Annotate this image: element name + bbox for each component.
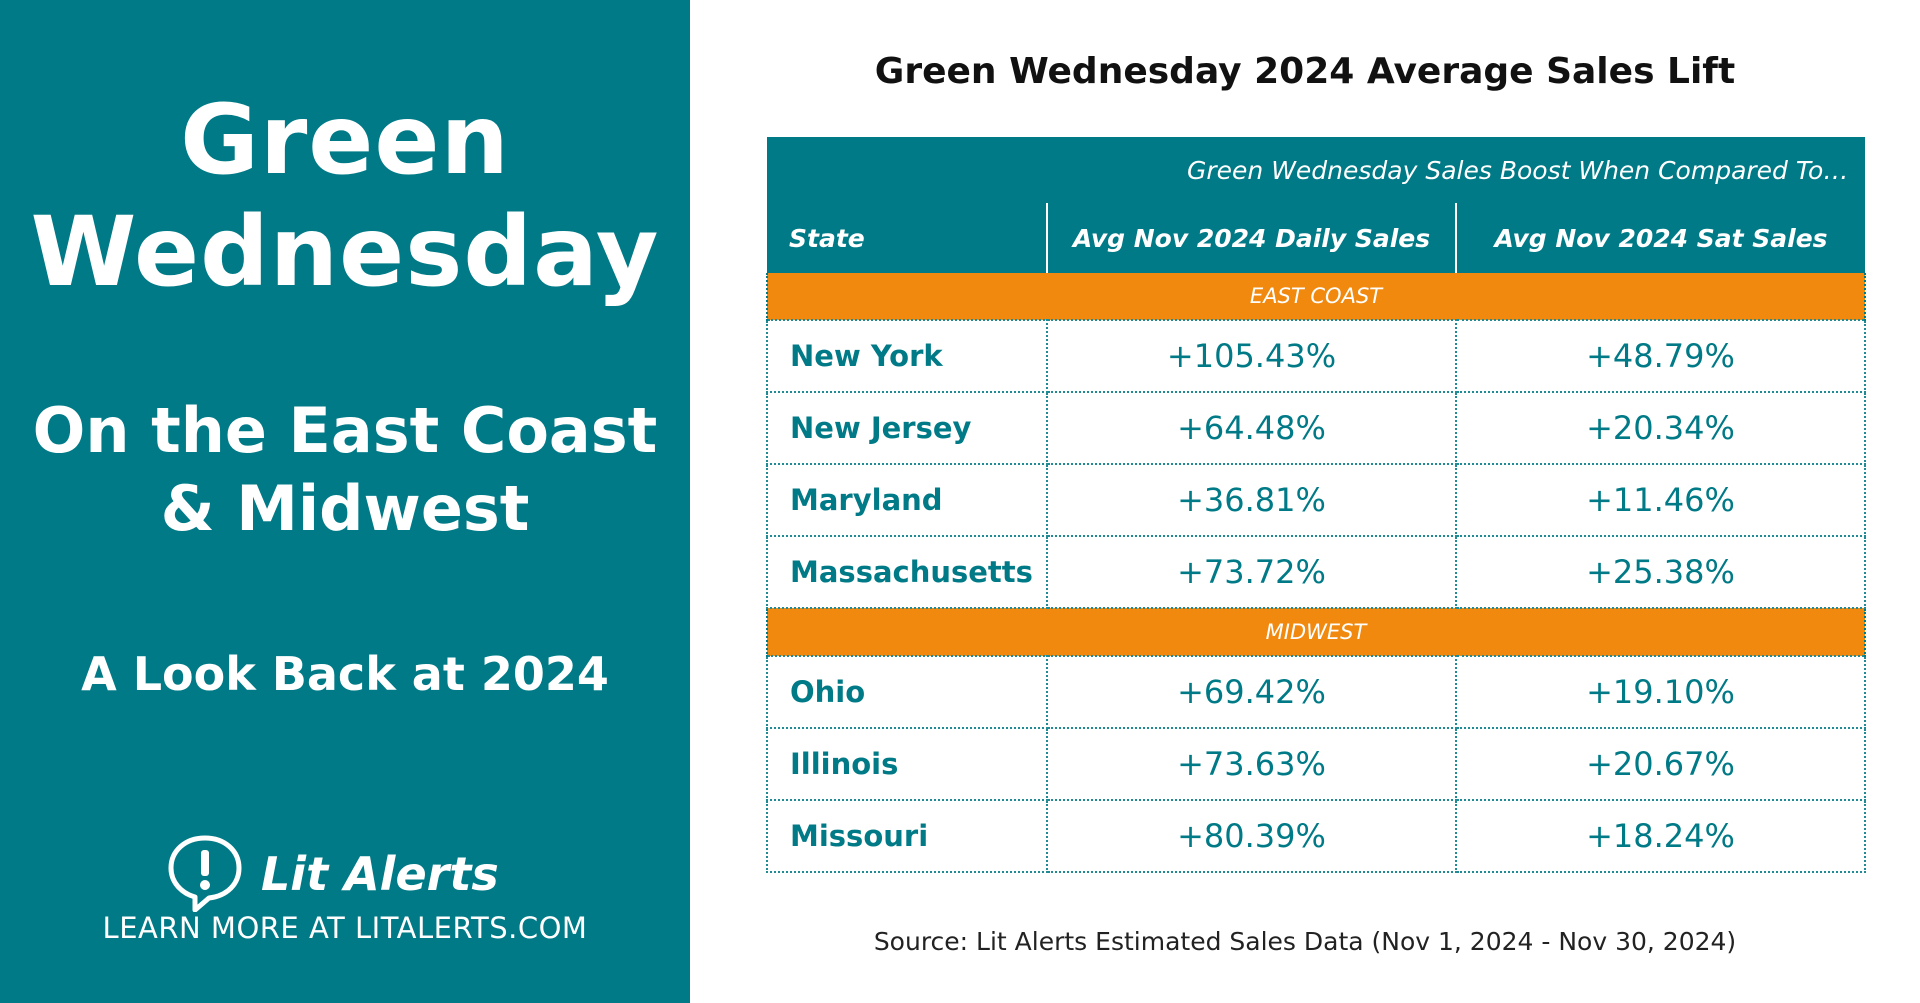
state-name: Massachusetts: [766, 535, 1048, 609]
state-name: Illinois: [766, 727, 1048, 801]
sat-lift-value: +20.34%: [1454, 391, 1867, 465]
daily-lift-value: +73.72%: [1046, 535, 1457, 609]
sat-lift-value: +20.67%: [1454, 727, 1867, 801]
tagline: A Look Back at 2024: [81, 647, 609, 701]
alert-bubble-icon: [168, 835, 242, 912]
table-row: New Jersey +64.48% +20.34%: [766, 391, 1867, 465]
group-label: EAST COAST: [765, 273, 1867, 320]
subtitle-line1: On the East Coast: [32, 394, 658, 467]
boost-caption-text: Green Wednesday Sales Boost When Compare…: [1187, 155, 1849, 185]
header-avg-sat-sales: Avg Nov 2024 Sat Sales: [1454, 203, 1866, 273]
hero-title-line1: Green: [180, 84, 510, 196]
left-panel: Green Wednesday On the East Coast & Midw…: [0, 0, 690, 1003]
sat-lift-value: +18.24%: [1454, 799, 1867, 873]
chart-title: Green Wednesday 2024 Average Sales Lift: [874, 51, 1736, 92]
subtitle-line2: & Midwest: [160, 472, 530, 545]
daily-lift-value: +69.42%: [1046, 655, 1457, 729]
daily-lift-value: +64.48%: [1046, 391, 1457, 465]
learn-more-link[interactable]: LEARN MORE AT LITALERTS.COM: [102, 911, 588, 945]
daily-lift-value: +105.43%: [1046, 319, 1457, 393]
header-state: State: [767, 203, 1047, 273]
sat-lift-value: +11.46%: [1454, 463, 1867, 537]
sales-lift-table-wrapper: Green Wednesday Sales Boost When Compare…: [765, 137, 1867, 873]
sat-lift-value: +48.79%: [1454, 319, 1867, 393]
sat-lift-value: +25.38%: [1454, 535, 1867, 609]
state-name: Ohio: [766, 655, 1048, 729]
boost-caption: Green Wednesday Sales Boost When Compare…: [767, 137, 1866, 203]
daily-lift-value: +36.81%: [1046, 463, 1457, 537]
table-row: Missouri +80.39% +18.24%: [766, 799, 1867, 873]
state-name: New Jersey: [766, 391, 1048, 465]
table-row: Massachusetts +73.72% +25.38%: [766, 535, 1867, 609]
table-row: Maryland +36.81% +11.46%: [766, 463, 1867, 537]
group-row-midwest: MIDWEST: [765, 608, 1867, 656]
table-row: Illinois +73.63% +20.67%: [766, 727, 1867, 801]
brand-logo: Lit Alerts: [165, 832, 499, 912]
source-note: Source: Lit Alerts Estimated Sales Data …: [873, 927, 1737, 956]
daily-lift-value: +73.63%: [1046, 727, 1457, 801]
table-header-row: State Avg Nov 2024 Daily Sales Avg Nov 2…: [767, 203, 1866, 273]
table-row: Ohio +69.42% +19.10%: [766, 655, 1867, 729]
sales-lift-table: Green Wednesday Sales Boost When Compare…: [765, 137, 1867, 873]
group-row-east-coast: EAST COAST: [765, 273, 1867, 320]
group-label: MIDWEST: [765, 608, 1867, 656]
state-name: Missouri: [766, 799, 1048, 873]
table-row: New York +105.43% +48.79%: [766, 319, 1867, 393]
sat-lift-value: +19.10%: [1454, 655, 1867, 729]
hero-title-line2: Wednesday: [30, 196, 660, 308]
header-avg-daily-sales: Avg Nov 2024 Daily Sales: [1046, 203, 1456, 273]
daily-lift-value: +80.39%: [1046, 799, 1457, 873]
brand-name: Lit Alerts: [261, 847, 499, 901]
state-name: New York: [766, 319, 1048, 393]
state-name: Maryland: [766, 463, 1048, 537]
boost-caption-row: Green Wednesday Sales Boost When Compare…: [767, 137, 1866, 203]
